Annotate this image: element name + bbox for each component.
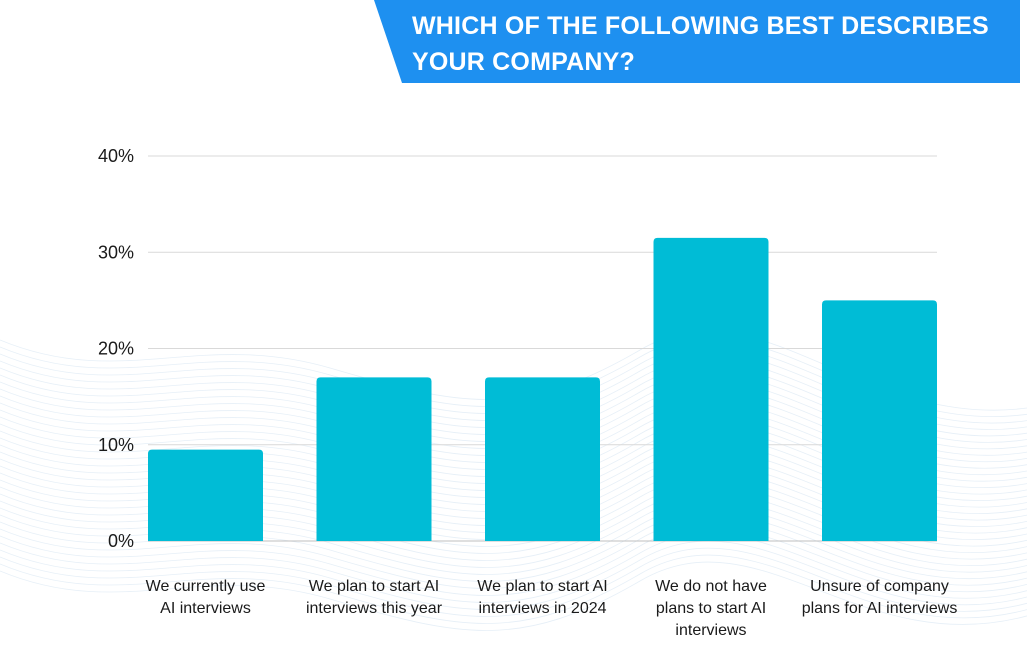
y-tick-label: 20% xyxy=(98,339,134,359)
chart-title-line-1: WHICH OF THE FOLLOWING BEST DESCRIBES xyxy=(412,12,989,40)
y-axis-ticks: 0% 10% 20% 30% 40% xyxy=(98,146,134,551)
x-category-label-line: interviews xyxy=(675,622,747,639)
x-category-label: We plan to start AI interviews in 2024 xyxy=(463,576,623,620)
x-category-label-line: Unsure of company xyxy=(810,578,949,595)
wave-line xyxy=(0,561,1027,631)
chart-title: WHICH OF THE FOLLOWING BEST DESCRIBES YO… xyxy=(412,8,1022,80)
x-category-label-line: interviews this year xyxy=(305,600,443,617)
chart-title-line-2: YOUR COMPANY? xyxy=(412,48,635,76)
bar xyxy=(822,300,937,541)
y-tick-label: 10% xyxy=(98,435,134,455)
wave-line xyxy=(0,533,1027,603)
x-category-label-line: plans to start AI xyxy=(655,600,767,617)
y-tick-label: 30% xyxy=(98,242,134,262)
wave-line xyxy=(0,540,1027,610)
x-category-label: We do not have plans to start AI interview… xyxy=(631,576,791,642)
y-tick-label: 0% xyxy=(108,531,134,551)
x-category-label-line: We do not have xyxy=(655,578,767,595)
wave-line xyxy=(0,519,1027,589)
x-category-label-line: AI interviews xyxy=(160,600,251,617)
wave-line xyxy=(0,554,1027,624)
x-category-label-line: We plan to start AI xyxy=(308,578,440,595)
wave-line xyxy=(0,526,1027,596)
bar xyxy=(653,237,769,541)
bar xyxy=(148,449,263,541)
x-category-label: We plan to start AI interviews this year xyxy=(294,576,454,620)
x-category-label-line: We plan to start AI xyxy=(477,578,608,595)
x-category-label-line: plans for AI interviews xyxy=(801,600,958,617)
y-tick-label: 40% xyxy=(98,146,134,166)
wave-line xyxy=(0,547,1027,617)
x-category-label: We currently use AI interviews xyxy=(126,576,286,620)
bar xyxy=(316,377,432,541)
x-category-label-line: We currently use xyxy=(145,578,266,595)
x-category-label: Unsure of company plans for AI interviews xyxy=(800,576,960,620)
title-banner xyxy=(374,0,1020,83)
x-category-label-line: interviews in 2024 xyxy=(478,600,607,617)
bars xyxy=(148,237,937,541)
bar xyxy=(485,377,600,541)
